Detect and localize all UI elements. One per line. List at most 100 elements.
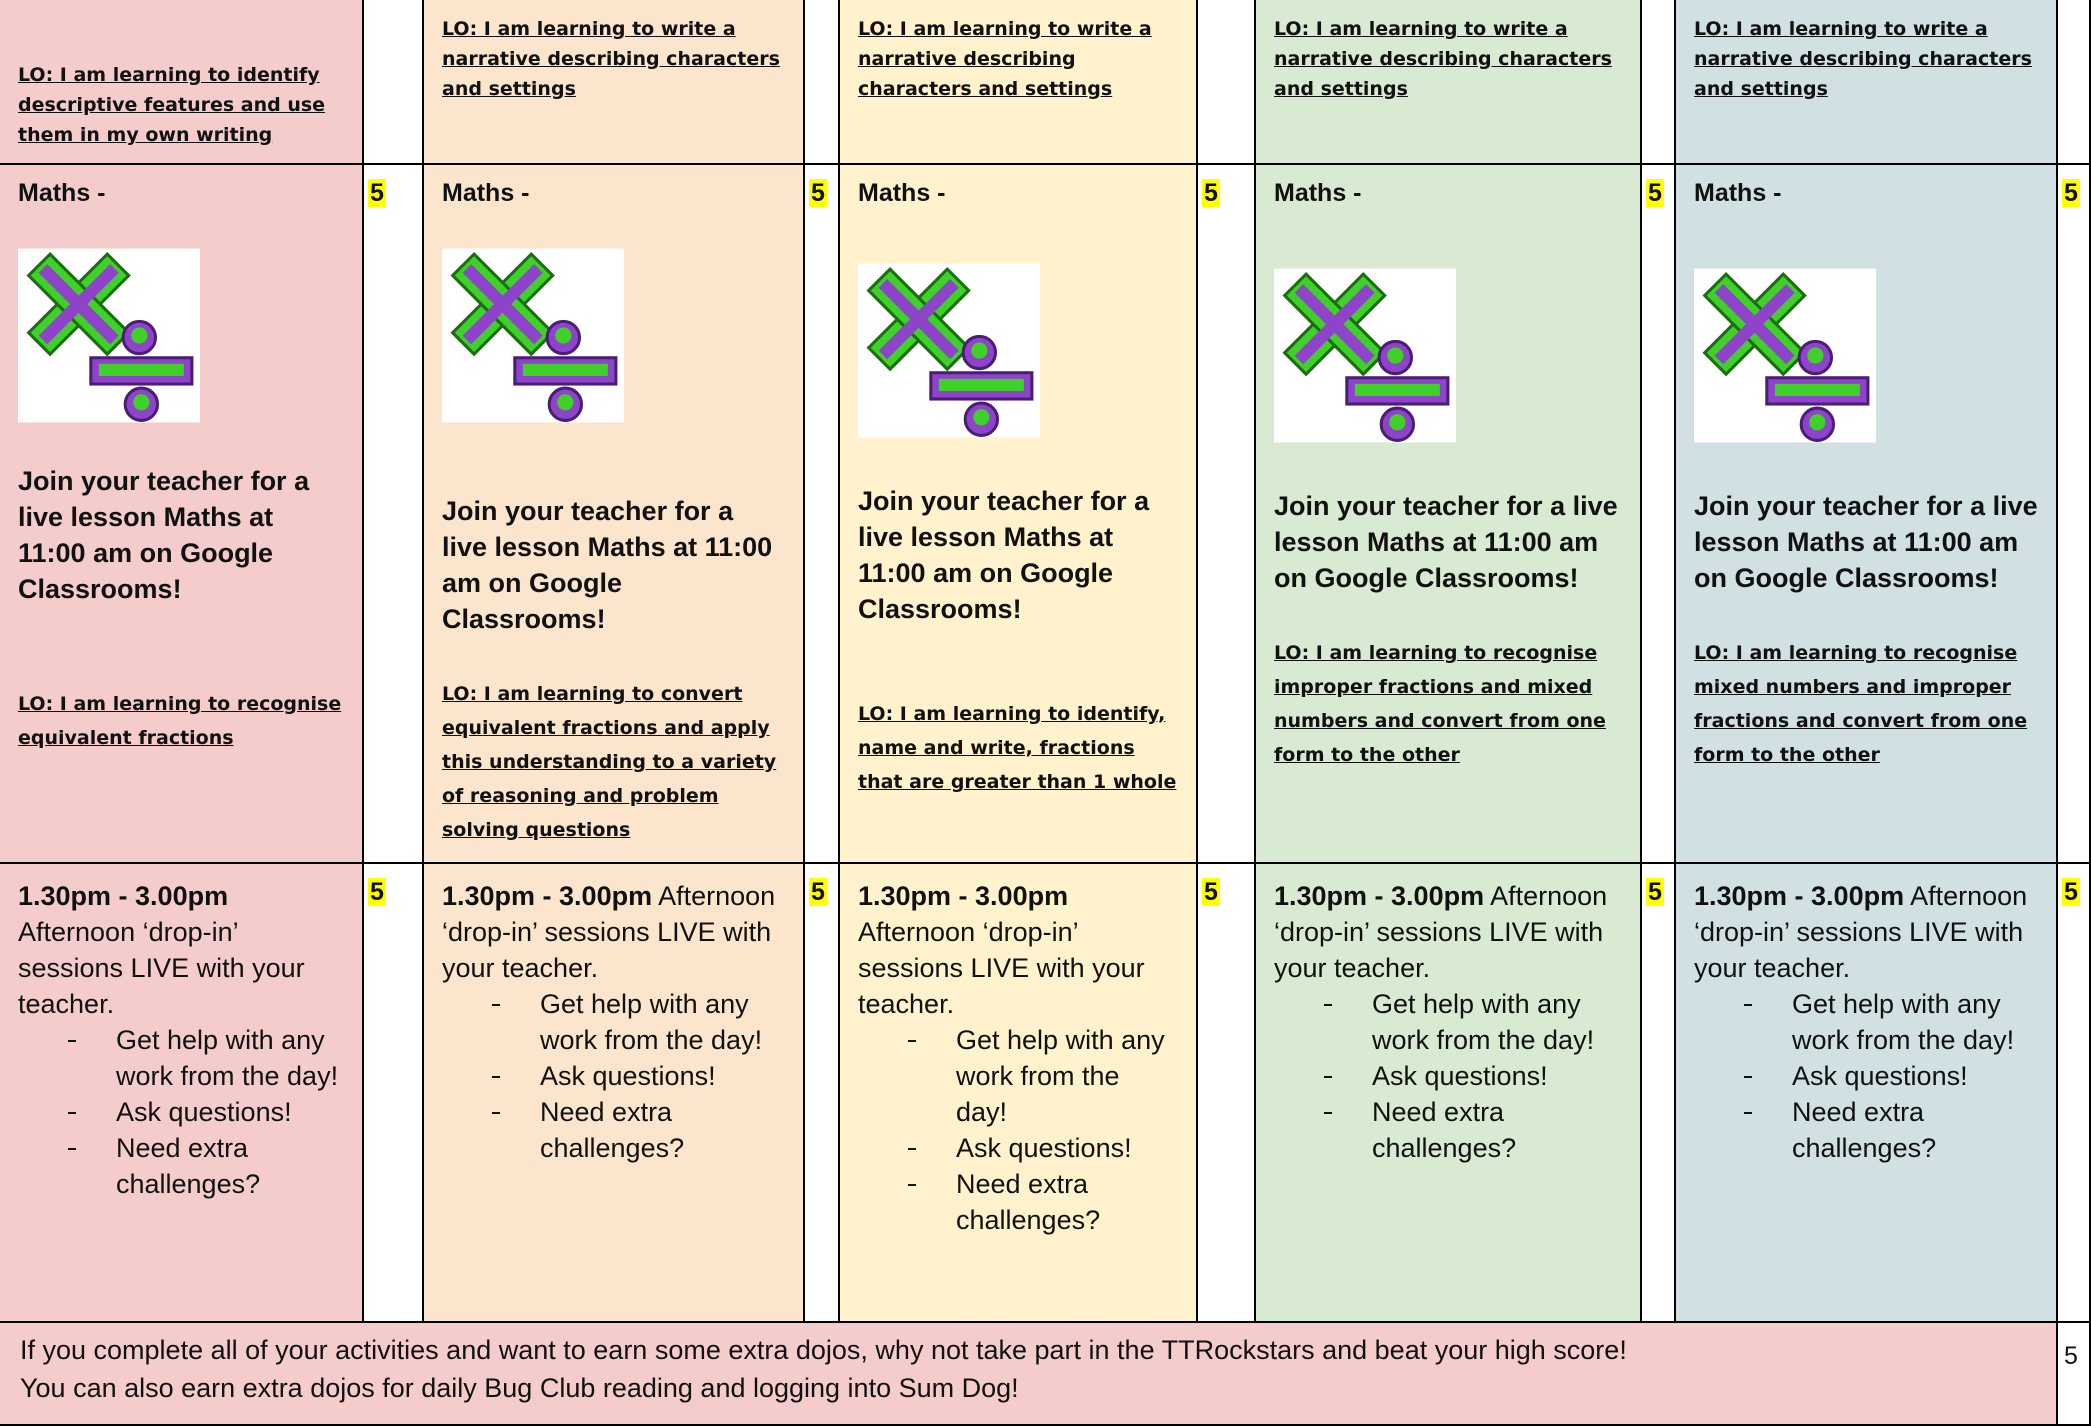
- bullet-text: Get help with any work from the day!: [1372, 989, 1595, 1055]
- dash: [492, 1076, 500, 1078]
- bullet-list: Get help with any work from the day! Ask …: [1694, 986, 2038, 1166]
- bullet: Ask questions!: [492, 1058, 785, 1094]
- bullet-list: Get help with any work from the day! Ask …: [1274, 986, 1622, 1166]
- afternoon-cell: 1.30pm - 3.00pm Afternoon ‘drop-in’ sess…: [840, 864, 1198, 1323]
- maths-icon: [18, 248, 200, 423]
- afternoon-cell: 1.30pm - 3.00pm Afternoon ‘drop-in’ sess…: [1256, 864, 1642, 1323]
- dash: [68, 1112, 76, 1114]
- afternoon-time: 1.30pm - 3.00pm: [1694, 881, 1905, 911]
- bullet: Need extra challenges?: [1744, 1094, 2038, 1166]
- points-cell: 5: [1642, 864, 1676, 1323]
- dash: [1744, 1004, 1752, 1006]
- maths-cell: Maths - Join your teacher for a live less…: [1256, 165, 1642, 864]
- maths-cell: Maths - Join your teacher for a live less…: [840, 165, 1198, 864]
- bullet-list: Get help with any work from the day! Ask …: [442, 986, 785, 1166]
- bullet-text: Need extra challenges?: [1792, 1097, 1937, 1163]
- points: 5: [809, 878, 827, 906]
- afternoon-text: 1.30pm - 3.00pm Afternoon ‘drop-in’ sess…: [1274, 878, 1622, 986]
- bullet: Need extra challenges?: [68, 1130, 344, 1202]
- bullet: Ask questions!: [1744, 1058, 2038, 1094]
- afternoon-text: 1.30pm - 3.00pm Afternoon ‘drop-in’ sess…: [1694, 878, 2038, 986]
- afternoon-text: 1.30pm - 3.00pm Afternoon ‘drop-in’ sess…: [18, 878, 344, 1022]
- points-cell: [1642, 0, 1676, 165]
- footer-cell: If you complete all of your activities a…: [0, 1323, 2058, 1426]
- live-lesson: Join your teacher for a live lesson Math…: [1694, 491, 2038, 593]
- maths-title: Maths -: [858, 179, 946, 207]
- literacy-lo: LO: I am learning to write a narrative d…: [858, 18, 1152, 100]
- lo-cell: LO: I am learning to write a narrative d…: [840, 0, 1198, 165]
- points-cell: 5: [805, 165, 840, 864]
- points-cell: [364, 0, 424, 165]
- bullet-text: Ask questions!: [1792, 1061, 1968, 1091]
- bullet-text: Get help with any work from the day!: [1792, 989, 2015, 1055]
- bullet: Get help with any work from the day!: [492, 986, 785, 1058]
- dash: [1744, 1112, 1752, 1114]
- afternoon-cell: 1.30pm - 3.00pm Afternoon ‘drop-in’ sess…: [1676, 864, 2058, 1323]
- dash: [908, 1040, 916, 1042]
- dash: [492, 1112, 500, 1114]
- bullet-text: Need extra challenges?: [1372, 1097, 1517, 1163]
- bullet-text: Need extra challenges?: [956, 1169, 1101, 1235]
- points: 5: [1646, 179, 1664, 207]
- points: 5: [368, 878, 386, 906]
- lo-cell: LO: I am learning to write a narrative d…: [424, 0, 805, 165]
- maths-lo: LO: I am learning to identify, name and …: [858, 703, 1177, 793]
- points-cell: 5: [2058, 1323, 2091, 1426]
- bullet: Need extra challenges?: [908, 1166, 1178, 1238]
- points-cell: 5: [1198, 165, 1256, 864]
- afternoon-time: 1.30pm - 3.00pm: [858, 881, 1069, 911]
- maths-lo: LO: I am learning to recognise equivalen…: [18, 693, 342, 749]
- maths-cell: Maths - Join your teacher for a live less…: [1676, 165, 2058, 864]
- bullet: Get help with any work from the day!: [68, 1022, 344, 1094]
- dash: [1324, 1004, 1332, 1006]
- dash: [1324, 1076, 1332, 1078]
- maths-lo: LO: I am learning to recognise improper …: [1274, 642, 1606, 766]
- afternoon-cell: 1.30pm - 3.00pm Afternoon ‘drop-in’ sess…: [424, 864, 805, 1323]
- afternoon-desc: Afternoon ‘drop-in’ sessions LIVE with y…: [1274, 881, 1608, 983]
- points: 5: [1646, 878, 1664, 906]
- bullet-text: Need extra challenges?: [540, 1097, 685, 1163]
- points-cell: 5: [1198, 864, 1256, 1323]
- dash: [908, 1184, 916, 1186]
- footer-line: If you complete all of your activities a…: [20, 1335, 1627, 1365]
- afternoon-desc: Afternoon ‘drop-in’ sessions LIVE with y…: [1694, 881, 2028, 983]
- bullet-text: Ask questions!: [1372, 1061, 1548, 1091]
- bullet-list: Get help with any work from the day! Ask …: [858, 1022, 1178, 1238]
- maths-icon: [442, 248, 624, 423]
- bullet-text: Get help with any work from the day!: [540, 989, 763, 1055]
- points-cell: [1198, 0, 1256, 165]
- maths-title: Maths -: [1274, 179, 1362, 207]
- afternoon-cell: 1.30pm - 3.00pm Afternoon ‘drop-in’ sess…: [0, 864, 364, 1323]
- afternoon-text: 1.30pm - 3.00pm Afternoon ‘drop-in’ sess…: [442, 878, 785, 986]
- points-cell: 5: [805, 864, 840, 1323]
- maths-icon: [1274, 268, 1456, 443]
- dash: [68, 1040, 76, 1042]
- bullet-text: Get help with any work from the day!: [956, 1025, 1165, 1127]
- live-lesson: Join your teacher for a live lesson Math…: [18, 466, 310, 604]
- literacy-lo: LO: I am learning to write a narrative d…: [1274, 18, 1612, 100]
- points: 5: [1202, 878, 1220, 906]
- points: 5: [2062, 179, 2080, 207]
- points: 5: [809, 179, 827, 207]
- points-cell: 5: [364, 165, 424, 864]
- literacy-lo: LO: I am learning to write a narrative d…: [442, 18, 780, 100]
- dash: [68, 1148, 76, 1150]
- bullet-text: Ask questions!: [116, 1097, 292, 1127]
- bullet-text: Ask questions!: [956, 1133, 1132, 1163]
- maths-icon: [1694, 268, 1876, 443]
- bullet: Get help with any work from the day!: [908, 1022, 1178, 1130]
- afternoon-time: 1.30pm - 3.00pm: [1274, 881, 1485, 911]
- points-cell: [2058, 0, 2091, 165]
- dash: [1744, 1076, 1752, 1078]
- bullet: Get help with any work from the day!: [1744, 986, 2038, 1058]
- points: 5: [368, 179, 386, 207]
- maths-title: Maths -: [18, 179, 106, 207]
- afternoon-desc: Afternoon ‘drop-in’ sessions LIVE with y…: [18, 917, 305, 1019]
- points-cell: [805, 0, 840, 165]
- bullet-list: Get help with any work from the day! Ask …: [18, 1022, 344, 1202]
- lo-cell: LO: I am learning to write a narrative d…: [1256, 0, 1642, 165]
- maths-lo: LO: I am learning to convert equivalent …: [442, 683, 777, 841]
- points-cell: 5: [1642, 165, 1676, 864]
- bullet: Ask questions!: [1324, 1058, 1622, 1094]
